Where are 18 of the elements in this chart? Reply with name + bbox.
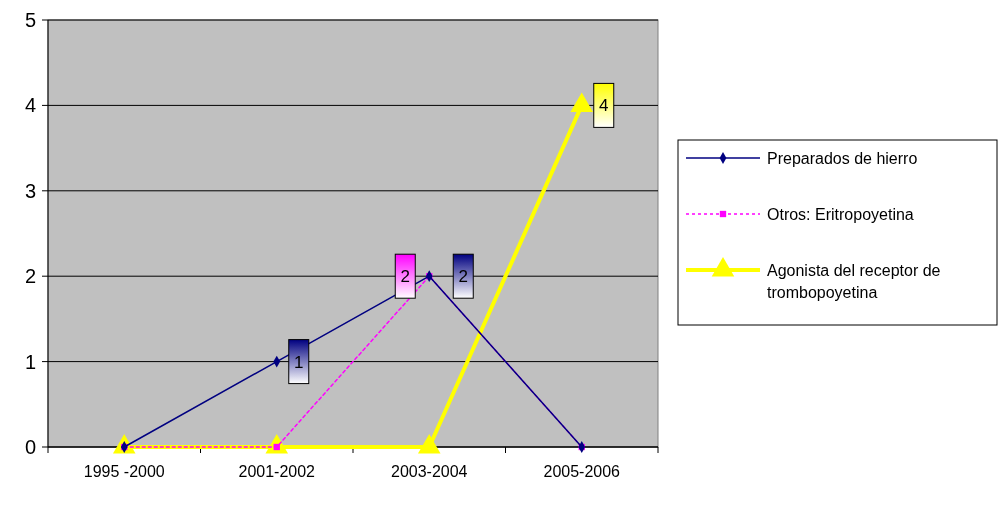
point: [570, 92, 594, 112]
x-tick-label: 1995 -2000: [83, 463, 165, 480]
legend-label: Preparados de hierro: [767, 150, 918, 167]
data-label: 2: [400, 267, 410, 287]
y-tick-label: 5: [24, 9, 36, 31]
y-tick-label: 1: [24, 350, 36, 373]
data-label: 1: [294, 352, 304, 372]
y-tick-label: 4: [24, 94, 36, 117]
data-label: 4: [599, 96, 609, 116]
y-tick-label: 3: [24, 179, 36, 202]
x-tick-label: 2001-2002: [238, 463, 316, 480]
legend-label: Agonista del receptor de trombopoyetina: [767, 262, 941, 301]
x-tick-label: 2005-2006: [543, 463, 621, 480]
legend-label: Otros: Eritropoyetina: [767, 206, 914, 223]
y-tick-label: 0: [24, 436, 36, 458]
x-tick-label: 2003-2004: [390, 463, 468, 480]
data-label: 2: [458, 267, 468, 287]
y-tick-label: 2: [24, 265, 36, 288]
